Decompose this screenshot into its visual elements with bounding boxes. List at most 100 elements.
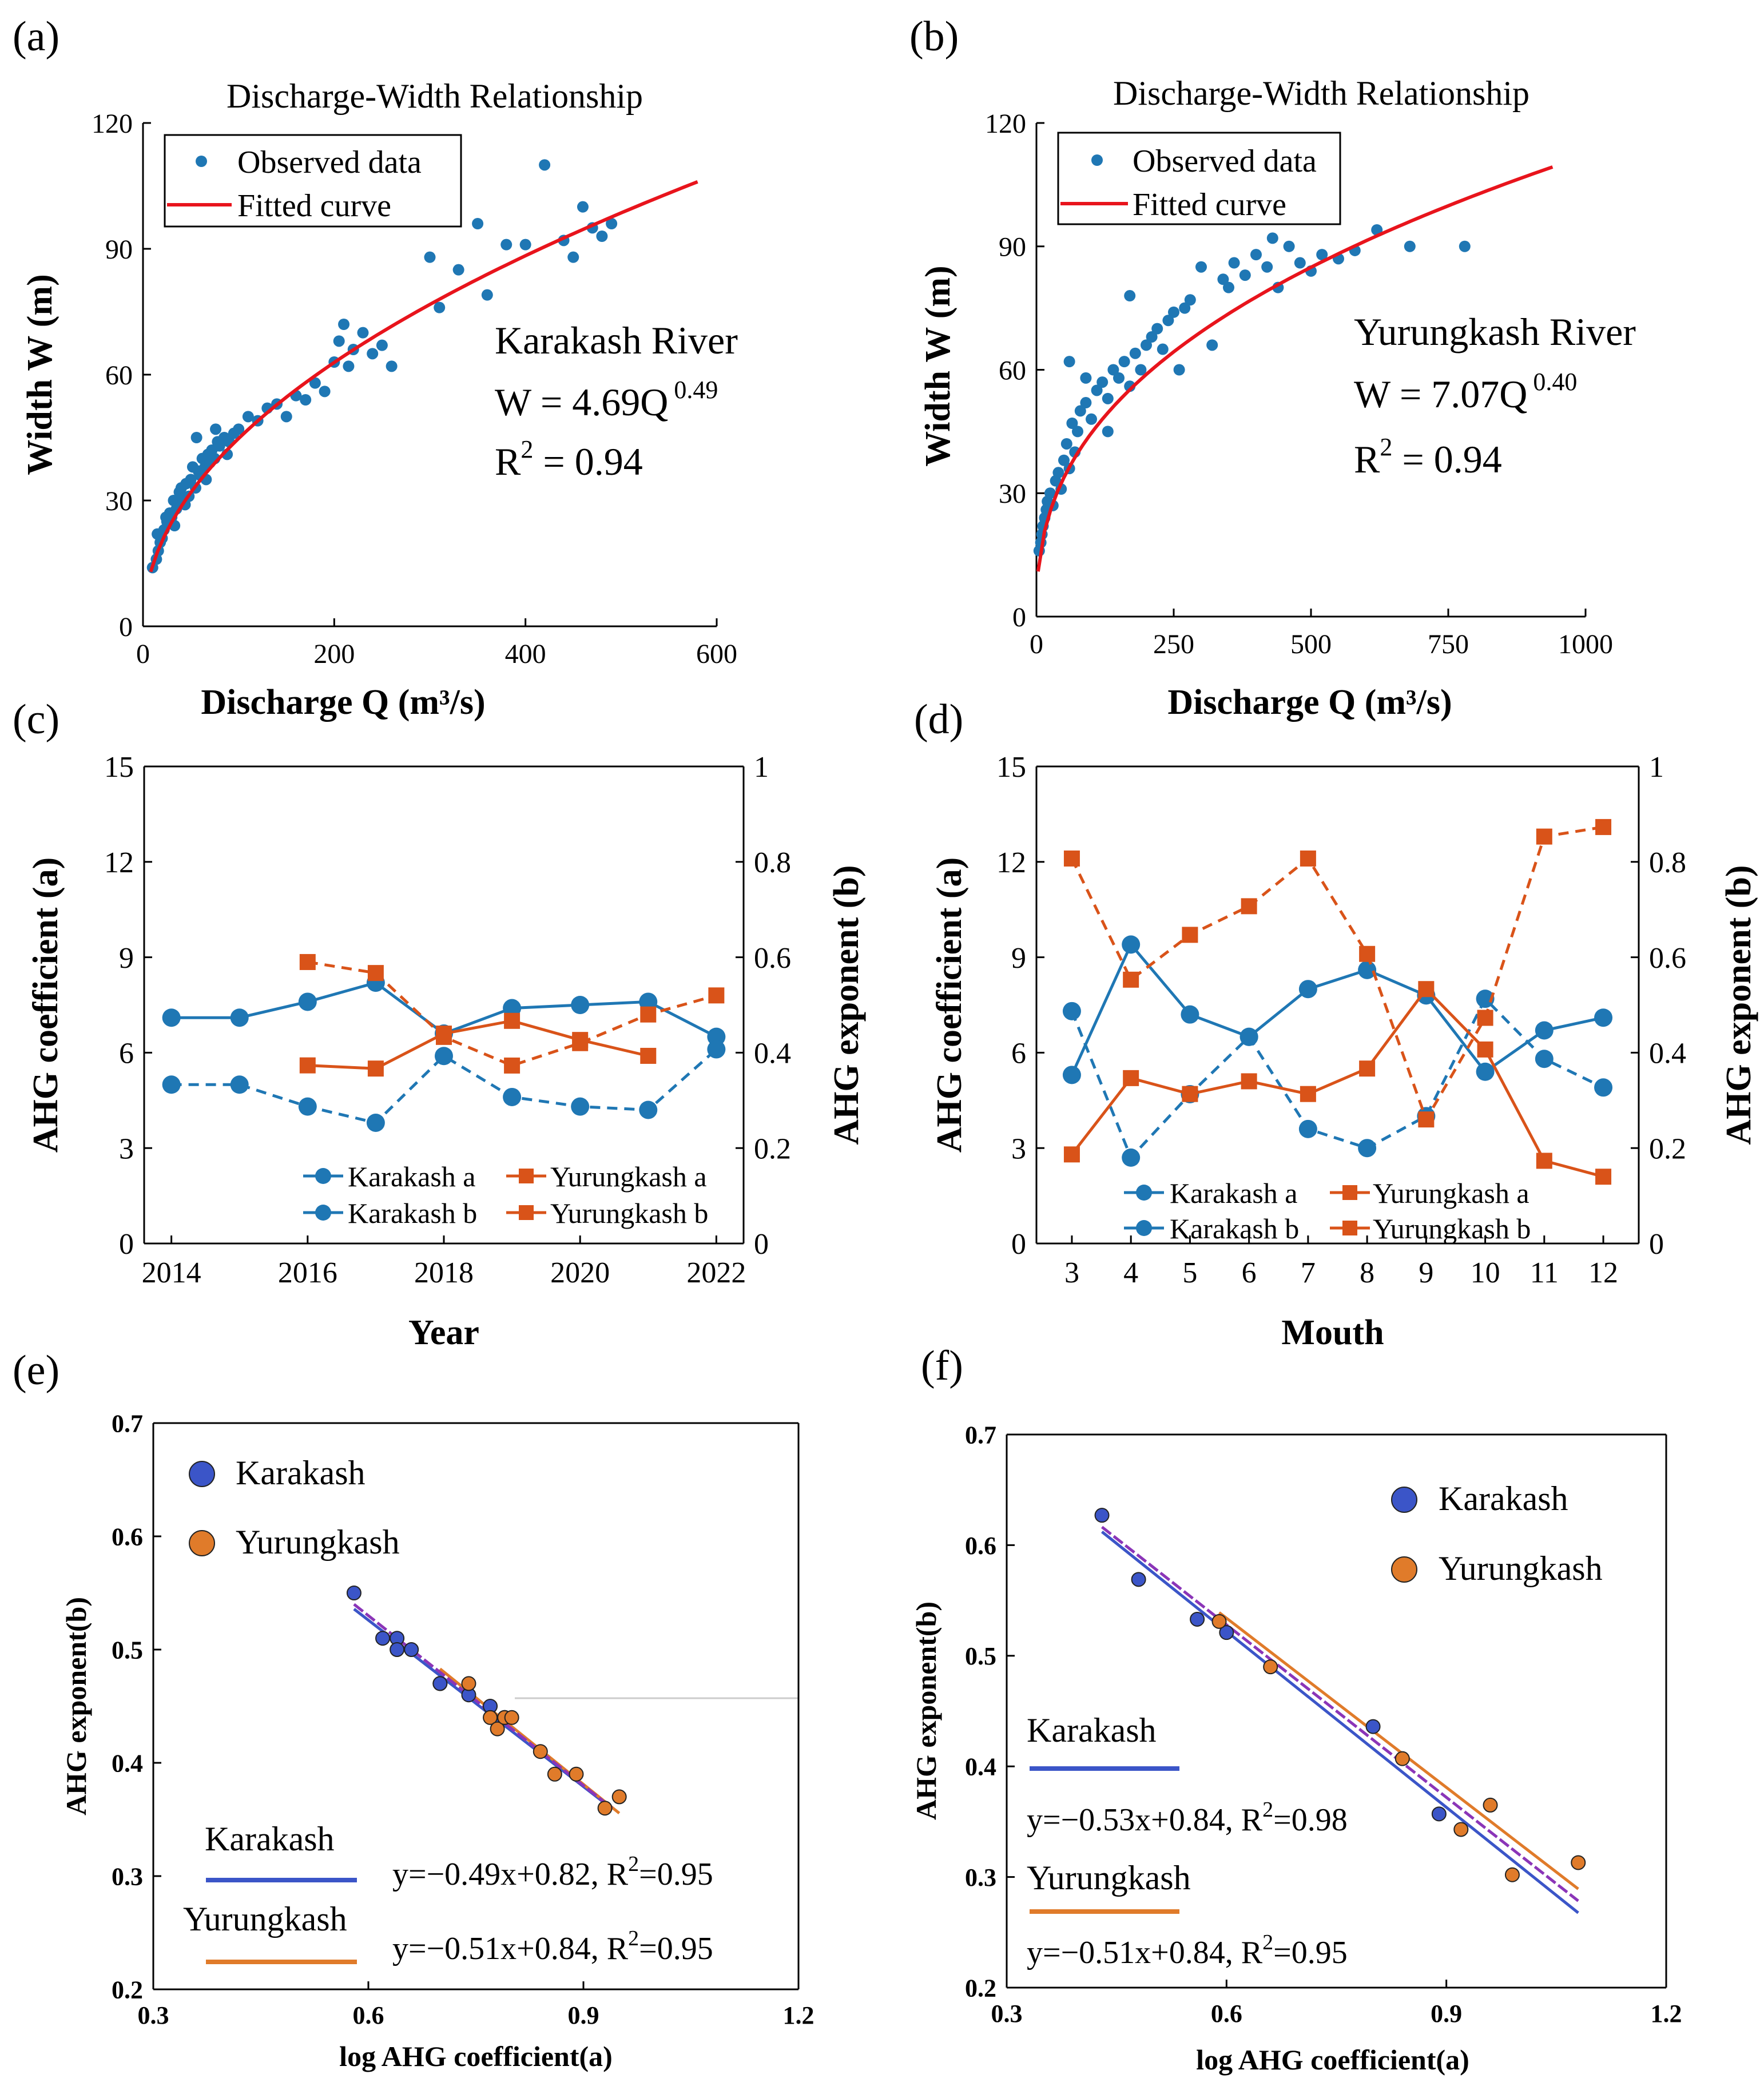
data-point-b <box>1091 384 1103 396</box>
data-point-b <box>1102 392 1114 404</box>
point-karakash-a-d <box>1476 1062 1495 1081</box>
data-point-a <box>357 327 369 339</box>
chart-title-a: Discharge-Width Relationship <box>227 77 643 115</box>
x-tick-label-b: 750 <box>1428 629 1469 659</box>
point-yurungkash-a-d <box>1477 1041 1493 1058</box>
y-tick-label-e: 0.3 <box>112 1862 143 1890</box>
data-point-b <box>1459 240 1471 252</box>
point-karakash-e <box>390 1642 405 1657</box>
point-karakash-b-c <box>639 1100 658 1119</box>
y-tick-label-e: 0.7 <box>112 1409 143 1437</box>
point-yurungkash-b-d <box>1241 898 1257 915</box>
data-point-b <box>1294 257 1306 269</box>
point-karakash-b-c <box>230 1075 249 1094</box>
data-point-a <box>210 423 222 435</box>
point-karakash-e <box>346 1586 361 1600</box>
y2-tick-label-d: 0 <box>1649 1228 1664 1261</box>
y-axis-title-c: AHG coefficient (a) <box>26 857 65 1153</box>
legend-marker-karakash-b-d <box>1136 1220 1152 1236</box>
point-yurungkash-f <box>1263 1659 1278 1675</box>
point-yurungkash-b-d <box>1063 850 1080 867</box>
panel-a: (a) Discharge-Width Relationship 0 200 400… <box>13 13 738 722</box>
point-yurungkash-b-d <box>1595 819 1612 835</box>
point-yurungkash-a-c <box>367 1060 384 1077</box>
point-yurungkash-f <box>1453 1822 1469 1837</box>
legend-marker-karakash-b-c <box>315 1205 331 1221</box>
x-tick-label-b: 0 <box>1030 629 1043 659</box>
data-point-b <box>1086 413 1097 425</box>
legend-box-b <box>1057 132 1341 225</box>
data-point-b <box>1261 261 1273 273</box>
x-tick-label-c: 2016 <box>278 1257 337 1289</box>
panel-d: (d) 3 4 5 6 7 8 9 10 11 12 0 3 6 9 12 15 0 0.2 0.4 0.6 0.8 1 M… <box>914 696 1758 1352</box>
point-yurungkash-e <box>597 1801 613 1816</box>
equation-yurungkash-f: y=−0.51x+0.84, R2=0.95 <box>1027 1930 1348 1970</box>
y-tick-label-d: 0 <box>1011 1228 1026 1261</box>
legend-marker-yurungkash-f <box>1391 1556 1417 1583</box>
legend-label-yurungkash-f: Yurungkash <box>1439 1549 1603 1587</box>
y-tick-label-a: 0 <box>119 612 133 642</box>
data-point-b <box>1072 426 1083 438</box>
point-karakash-b-d <box>1594 1078 1613 1097</box>
y2-tick-label-c: 1 <box>754 751 769 784</box>
point-yurungkash-e <box>490 1721 505 1737</box>
point-karakash-b-c <box>162 1075 181 1094</box>
data-point-a <box>539 159 551 171</box>
point-karakash-b-d <box>1476 990 1495 1008</box>
panel-label-e: (e) <box>13 1347 59 1394</box>
data-point-a <box>338 319 350 330</box>
series-line-yurungkash-b-d <box>1070 825 1604 1123</box>
point-karakash-e <box>404 1642 419 1657</box>
point-karakash-b-d <box>1239 1027 1258 1046</box>
legend-label-observed-a: Observed data <box>237 145 422 180</box>
legend-f: Karakash Yurungkash <box>1391 1480 1603 1587</box>
fit-line-karakash-f <box>1100 1531 1579 1914</box>
point-karakash-f <box>1190 1611 1205 1627</box>
data-point-a <box>160 511 172 523</box>
data-point-a <box>367 348 379 360</box>
data-point-b <box>1063 356 1075 368</box>
data-point-a <box>596 231 608 242</box>
point-yurungkash-b-c <box>572 1035 589 1051</box>
point-karakash-b-d <box>1122 1148 1141 1167</box>
point-karakash-e <box>375 1631 391 1646</box>
point-karakash-f <box>1365 1719 1381 1734</box>
y-tick-label-a: 60 <box>105 360 133 391</box>
data-point-b <box>1151 323 1163 335</box>
x-tick-label-d: 4 <box>1123 1257 1138 1289</box>
x-axis-title-c: Year <box>408 1313 479 1352</box>
point-yurungkash-b-c <box>367 965 384 982</box>
plot-area-a: 0 200 400 600 0 30 60 90 120 Discharge Q (m³/s) Wi… <box>21 109 737 722</box>
x-axis-title-f: log AHG coefficient(a) <box>1196 2044 1469 2076</box>
x-tick-label-a: 0 <box>136 639 150 669</box>
river-name-a: Karakash River <box>495 319 738 362</box>
data-point-b <box>1135 364 1147 376</box>
point-yurungkash-a-d <box>1536 1153 1552 1169</box>
point-karakash-a-c <box>298 992 317 1011</box>
point-karakash-f <box>1431 1806 1447 1822</box>
point-karakash-f <box>1219 1625 1234 1640</box>
series-line-karakash-b-c <box>171 1048 718 1125</box>
data-point-a <box>606 218 618 229</box>
point-yurungkash-b-d <box>1300 850 1316 867</box>
data-point-b <box>1129 347 1141 359</box>
y-tick-label-c: 6 <box>119 1038 134 1070</box>
point-karakash-a-d <box>1358 960 1377 979</box>
point-yurungkash-b-c <box>640 1006 657 1023</box>
data-point-b <box>1168 306 1179 318</box>
y-tick-label-f: 0.7 <box>965 1421 996 1449</box>
point-karakash-b-c <box>298 1097 317 1116</box>
y-tick-label-a: 120 <box>92 109 133 139</box>
x-tick-label-b: 250 <box>1153 629 1194 659</box>
point-yurungkash-e <box>569 1766 584 1782</box>
x-tick-label-a: 200 <box>313 639 355 669</box>
panel-label-f: (f) <box>921 1342 963 1389</box>
y-axis-title-f: AHG exponent(b) <box>910 1602 942 1820</box>
point-yurungkash-b-c <box>436 1028 452 1045</box>
data-point-a <box>242 411 254 423</box>
fit-label-yurungkash-e: Yurungkash <box>183 1900 347 1938</box>
data-point-b <box>1206 339 1218 351</box>
equation-b: W = 7.07Q 0.40 <box>1354 368 1577 416</box>
